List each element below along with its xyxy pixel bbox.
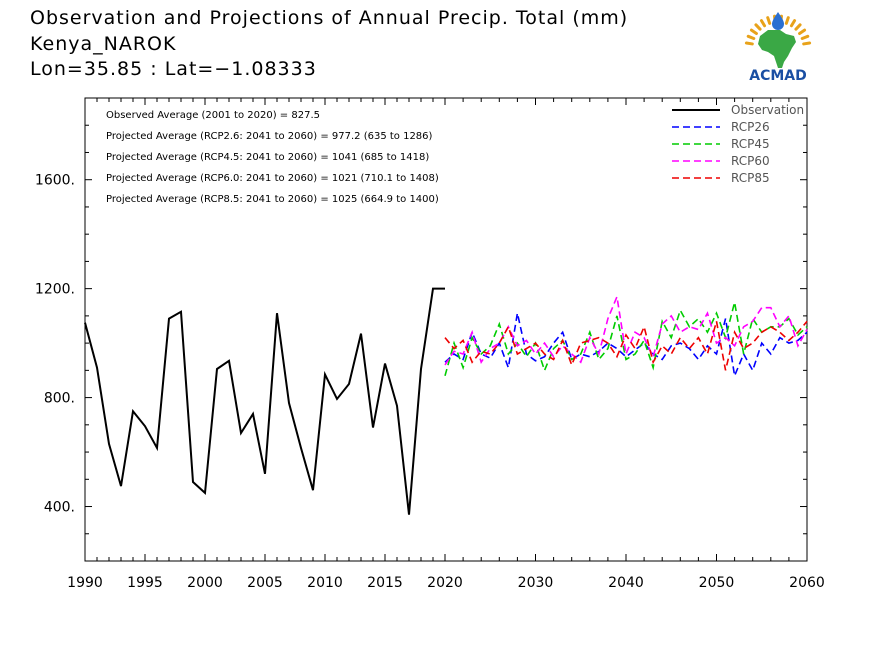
y-tick-label: 1600.	[35, 173, 75, 189]
x-tick-label: 2040	[608, 575, 644, 591]
logo-ray	[766, 16, 772, 25]
y-tick-label: 400.	[44, 500, 75, 516]
x-tick-label: 2005	[247, 575, 283, 591]
stat-line: Projected Average (RCP4.5: 2041 to 2060)…	[106, 152, 429, 163]
chart-coordinates: Lon=35.85 : Lat=−1.08333	[30, 58, 317, 80]
stat-line: Projected Average (RCP6.0: 2041 to 2060)…	[106, 173, 439, 184]
logo-ray	[789, 19, 797, 28]
logo-ray	[744, 41, 754, 46]
series-line-rcp45	[444, 302, 808, 377]
x-tick-label: 1990	[67, 575, 103, 591]
x-tick-label: 2020	[427, 575, 463, 591]
logo-text: ACMAD	[749, 68, 807, 84]
logo-ray	[800, 34, 810, 40]
series-line-rcp26	[444, 312, 808, 379]
stat-line: Projected Average (RCP2.6: 2041 to 2060)…	[106, 131, 433, 142]
legend-label: Observation	[731, 103, 804, 117]
series-line-rcp60	[444, 293, 808, 366]
logo-ray	[794, 23, 802, 31]
legend-label: RCP60	[731, 154, 770, 168]
y-tick-label: 800.	[44, 391, 75, 407]
y-tick-label: 1200.	[35, 282, 75, 298]
stat-line: Projected Average (RCP8.5: 2041 to 2060)…	[106, 194, 439, 205]
logo-ray	[746, 34, 756, 40]
x-tick-label: 2050	[699, 575, 735, 591]
chart-title: Observation and Projections of Annual Pr…	[30, 7, 629, 29]
logo-ray	[784, 16, 790, 25]
x-tick-label: 2060	[789, 575, 825, 591]
series-line-rcp85	[444, 320, 808, 371]
legend-label: RCP26	[731, 120, 770, 134]
x-tick-label: 2030	[518, 575, 554, 591]
stat-line: Observed Average (2001 to 2020) = 827.5	[106, 110, 320, 121]
legend-label: RCP85	[731, 171, 770, 185]
africa-shape-icon	[758, 30, 796, 68]
chart-location: Kenya_NAROK	[30, 33, 177, 55]
x-tick-label: 1995	[127, 575, 163, 591]
logo-ray	[754, 23, 762, 31]
logo-ray	[749, 28, 758, 35]
x-tick-label: 2000	[187, 575, 223, 591]
logo-ray	[802, 41, 812, 46]
x-tick-label: 2010	[307, 575, 343, 591]
logo-ray	[759, 19, 767, 28]
plot-frame	[84, 97, 808, 562]
water-drop-icon	[772, 12, 784, 30]
legend-label: RCP45	[731, 137, 770, 151]
africa-map-logo-icon: ACMAD	[744, 12, 812, 84]
x-tick-label: 2015	[367, 575, 403, 591]
series-line-observation	[84, 287, 445, 515]
logo-ray	[798, 28, 807, 35]
